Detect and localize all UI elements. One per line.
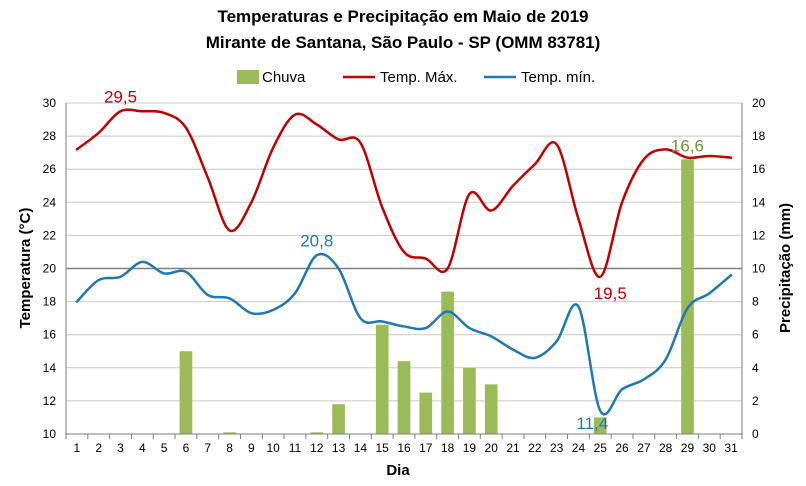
bar-chuva-day-12 (310, 432, 324, 434)
x-tick-label: 11 (289, 441, 302, 455)
x-tick-label: 30 (703, 441, 717, 455)
bars-chuva (179, 159, 694, 434)
x-tick-label: 18 (441, 441, 455, 455)
bar-chuva-day-19 (463, 367, 476, 434)
bar-chuva-day-13 (332, 404, 345, 434)
axes (65, 103, 743, 435)
y-tick-left-label: 14 (43, 361, 57, 375)
y-tick-right-label: 20 (752, 96, 766, 110)
line-temp-min (75, 252, 733, 416)
legend-label-tmin: Temp. mín. (521, 69, 595, 86)
x-tick-label: 8 (226, 441, 233, 455)
y-tick-left-label: 24 (43, 195, 57, 209)
x-tick-label: 7 (204, 441, 211, 455)
bar-chuva-day-16 (397, 361, 411, 434)
legend-label-chuva: Chuva (262, 69, 306, 86)
y-tick-right-label: 0 (752, 427, 759, 441)
x-tick-label: 22 (528, 441, 542, 455)
annotation-label: 19,5 (594, 284, 627, 303)
legend: Chuva Temp. Máx. Temp. mín. (237, 69, 595, 86)
y-tick-right-label: 10 (752, 262, 766, 276)
x-tick-label: 14 (354, 441, 368, 455)
y-ticks-right: 0 2 4 6 8 10 12 14 16 18 20 (752, 96, 766, 441)
x-tick-label: 9 (248, 441, 255, 455)
y-tick-right-label: 8 (752, 295, 759, 309)
y-tick-left-label: 26 (43, 162, 57, 176)
y-tick-right-label: 4 (752, 361, 759, 375)
y-tick-left-label: 16 (43, 328, 57, 342)
annotation-label: 20,8 (300, 231, 333, 250)
x-tick-label: 17 (419, 441, 433, 455)
y-axis-title-right: Precipitação (mm) (777, 203, 794, 333)
y-tick-left-label: 12 (43, 394, 57, 408)
x-tick-label: 16 (397, 441, 411, 455)
bar-chuva-day-8 (223, 432, 236, 434)
y-tick-left-label: 18 (43, 295, 57, 309)
x-tick-label: 12 (310, 441, 324, 455)
y-axis-title-left: Temperatura (°C) (17, 208, 34, 329)
x-ticks: 1 2 3 4 5 6 7 8 9 10 11 12 13 14 15 16 17 18 19 20 21 22 23 24 2… (65, 434, 743, 455)
legend-label-tmax: Temp. Máx. (380, 69, 458, 86)
bar-chuva-day-25 (593, 417, 607, 434)
x-tick-label: 4 (139, 441, 146, 455)
y-tick-left-label: 20 (43, 262, 57, 276)
x-tick-label: 24 (572, 441, 586, 455)
x-tick-label: 19 (463, 441, 477, 455)
y-tick-right-label: 6 (752, 328, 759, 342)
chart-subtitle: Mirante de Santana, São Paulo - SP (OMM … (206, 33, 601, 52)
x-tick-label: 13 (332, 441, 346, 455)
legend-swatch-chuva (237, 70, 259, 84)
bar-chuva-day-29 (681, 159, 694, 434)
x-tick-label: 1 (74, 441, 81, 455)
y-tick-left-label: 30 (43, 96, 57, 110)
line-temp-max (75, 108, 733, 279)
y-tick-right-label: 2 (752, 394, 759, 408)
bar-chuva-day-18 (441, 291, 454, 434)
bar-chuva-day-6 (179, 351, 193, 434)
x-tick-label: 20 (485, 441, 499, 455)
x-tick-label: 3 (117, 441, 124, 455)
y-tick-left-label: 22 (43, 228, 57, 242)
y-ticks-left: 10 12 14 16 18 20 22 24 26 28 30 (43, 96, 57, 441)
x-tick-label: 25 (594, 441, 608, 455)
y-tick-right-label: 18 (752, 129, 766, 143)
x-tick-label: 31 (724, 441, 738, 455)
x-tick-label: 28 (659, 441, 673, 455)
x-tick-label: 5 (161, 441, 168, 455)
x-tick-label: 15 (376, 441, 390, 455)
x-tick-label: 23 (550, 441, 564, 455)
chart-title: Temperaturas e Precipitação em Maio de 2… (217, 7, 588, 26)
bar-chuva-day-15 (375, 324, 389, 434)
annotation-label: 11,4 (576, 414, 608, 433)
annotation-label: 16,6 (671, 136, 704, 155)
x-tick-label: 21 (506, 441, 520, 455)
x-tick-label: 26 (615, 441, 629, 455)
x-tick-label: 6 (183, 441, 190, 455)
x-tick-label: 27 (637, 441, 651, 455)
y-tick-left-label: 10 (43, 427, 57, 441)
y-tick-right-label: 12 (752, 228, 766, 242)
x-tick-label: 2 (95, 441, 102, 455)
y-tick-right-label: 16 (752, 162, 766, 176)
x-tick-label: 29 (681, 441, 695, 455)
y-tick-left-label: 28 (43, 129, 57, 143)
y-tick-right-label: 14 (752, 195, 766, 209)
bar-chuva-day-17 (419, 392, 433, 434)
x-axis-title: Dia (386, 462, 410, 479)
lines-temperature (75, 108, 733, 416)
bar-chuva-day-20 (484, 384, 498, 434)
annotation-label: 29,5 (104, 87, 137, 106)
annotations: 29,5 20,8 19,5 11,4 16,6 (104, 87, 704, 433)
x-tick-label: 10 (266, 441, 280, 455)
